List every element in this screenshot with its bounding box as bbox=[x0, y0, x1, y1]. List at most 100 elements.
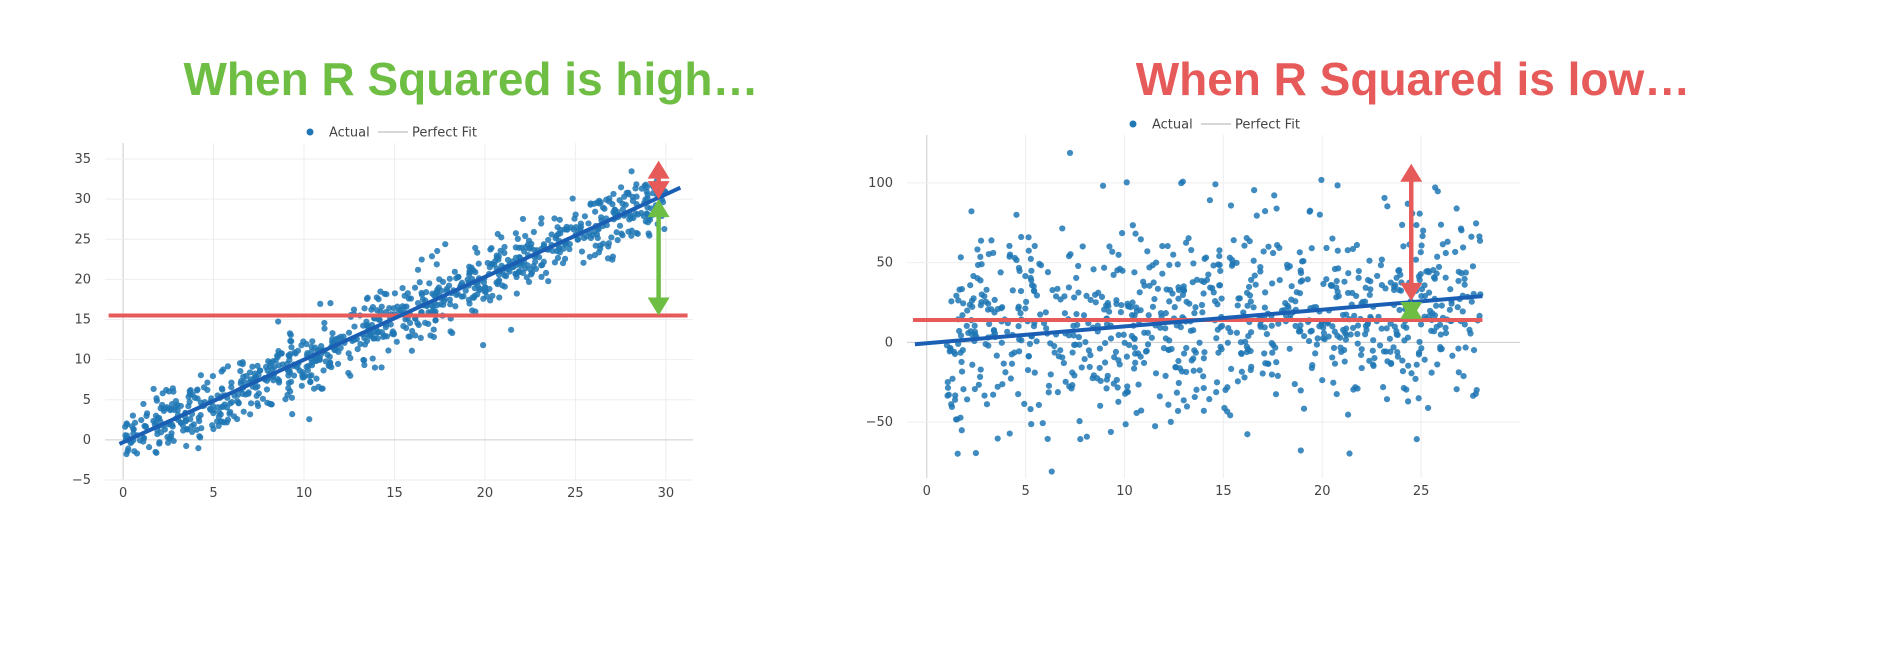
data-point bbox=[1320, 280, 1327, 288]
data-point bbox=[434, 247, 441, 255]
data-point bbox=[1180, 350, 1188, 357]
data-point bbox=[1037, 311, 1044, 318]
data-point bbox=[430, 308, 437, 315]
data-point bbox=[1162, 310, 1169, 317]
data-point bbox=[487, 246, 494, 253]
data-point bbox=[446, 296, 453, 303]
data-point bbox=[1344, 289, 1352, 297]
data-point bbox=[1080, 312, 1088, 319]
data-point bbox=[274, 352, 281, 359]
data-point bbox=[439, 278, 447, 285]
data-point bbox=[1271, 192, 1278, 199]
data-point bbox=[1110, 380, 1117, 387]
data-point bbox=[1300, 257, 1307, 265]
data-point bbox=[1412, 375, 1419, 382]
data-point bbox=[548, 231, 555, 238]
data-point bbox=[1168, 345, 1175, 353]
data-point bbox=[1178, 180, 1185, 187]
data-point bbox=[1180, 397, 1187, 404]
data-point bbox=[1027, 406, 1034, 413]
data-point bbox=[164, 439, 172, 446]
data-point bbox=[1376, 342, 1384, 349]
data-point bbox=[1313, 341, 1321, 348]
data-point bbox=[1378, 282, 1385, 289]
data-point bbox=[1367, 286, 1374, 293]
data-point bbox=[1309, 361, 1316, 369]
data-point bbox=[519, 215, 527, 223]
data-point bbox=[1328, 282, 1336, 289]
data-point bbox=[1077, 436, 1084, 443]
data-point bbox=[306, 416, 313, 423]
y-tick-label: 0 bbox=[885, 335, 893, 350]
data-point bbox=[275, 379, 283, 386]
data-point bbox=[1442, 324, 1449, 331]
data-point bbox=[292, 350, 299, 357]
data-point bbox=[1132, 230, 1139, 237]
data-point bbox=[1468, 298, 1475, 305]
data-point bbox=[1455, 345, 1462, 352]
data-point bbox=[1318, 176, 1325, 184]
data-point bbox=[1198, 277, 1205, 284]
data-point bbox=[1149, 303, 1157, 310]
data-point bbox=[493, 254, 500, 262]
data-point bbox=[194, 395, 201, 402]
data-point bbox=[1047, 371, 1054, 378]
data-point bbox=[1354, 385, 1361, 392]
data-point bbox=[214, 404, 221, 411]
data-point bbox=[1083, 433, 1090, 440]
data-point bbox=[198, 425, 205, 432]
data-point bbox=[224, 363, 232, 370]
data-point bbox=[958, 368, 966, 375]
y-tick-label: −50 bbox=[866, 415, 893, 430]
data-point bbox=[1061, 310, 1068, 317]
data-point bbox=[1312, 350, 1319, 357]
data-point bbox=[433, 261, 440, 268]
data-point bbox=[969, 331, 976, 338]
data-point bbox=[969, 361, 976, 368]
data-point bbox=[1400, 384, 1407, 392]
data-point bbox=[567, 224, 575, 231]
data-point bbox=[1251, 187, 1258, 194]
data-point bbox=[1378, 325, 1385, 332]
data-point bbox=[1137, 236, 1144, 243]
data-point bbox=[1160, 345, 1168, 352]
data-point bbox=[177, 402, 184, 410]
data-point bbox=[1159, 242, 1166, 250]
data-point bbox=[1224, 384, 1231, 391]
data-point bbox=[1008, 351, 1015, 358]
data-point bbox=[1329, 354, 1336, 361]
data-point bbox=[1105, 308, 1113, 315]
data-point bbox=[1244, 302, 1251, 309]
data-point bbox=[1052, 293, 1060, 300]
data-point bbox=[549, 247, 556, 255]
data-point bbox=[378, 303, 385, 310]
data-point bbox=[569, 195, 576, 202]
data-point bbox=[1265, 243, 1272, 250]
legend-label-perfect-fit: Perfect Fit bbox=[412, 126, 477, 141]
data-point bbox=[1043, 325, 1050, 332]
data-point bbox=[123, 432, 131, 439]
data-point bbox=[1110, 271, 1117, 278]
data-point bbox=[1226, 254, 1233, 261]
data-point bbox=[1028, 277, 1035, 284]
data-point bbox=[1397, 271, 1404, 278]
data-point bbox=[469, 307, 476, 314]
data-point bbox=[1405, 362, 1412, 369]
data-point bbox=[474, 249, 481, 256]
data-point bbox=[1228, 365, 1235, 372]
data-point bbox=[401, 292, 408, 299]
residual-arrow-head-up bbox=[647, 160, 670, 179]
data-point bbox=[1061, 293, 1068, 300]
data-point bbox=[592, 242, 599, 249]
data-point bbox=[183, 442, 190, 450]
data-point bbox=[1437, 331, 1444, 338]
data-point bbox=[451, 268, 458, 275]
data-point bbox=[1015, 323, 1022, 330]
y-tick-label: 10 bbox=[74, 353, 91, 368]
data-point bbox=[1353, 241, 1361, 249]
data-point bbox=[169, 423, 176, 430]
data-point bbox=[150, 385, 157, 393]
data-point bbox=[538, 273, 545, 280]
data-point bbox=[1189, 279, 1196, 286]
data-point bbox=[275, 318, 282, 325]
